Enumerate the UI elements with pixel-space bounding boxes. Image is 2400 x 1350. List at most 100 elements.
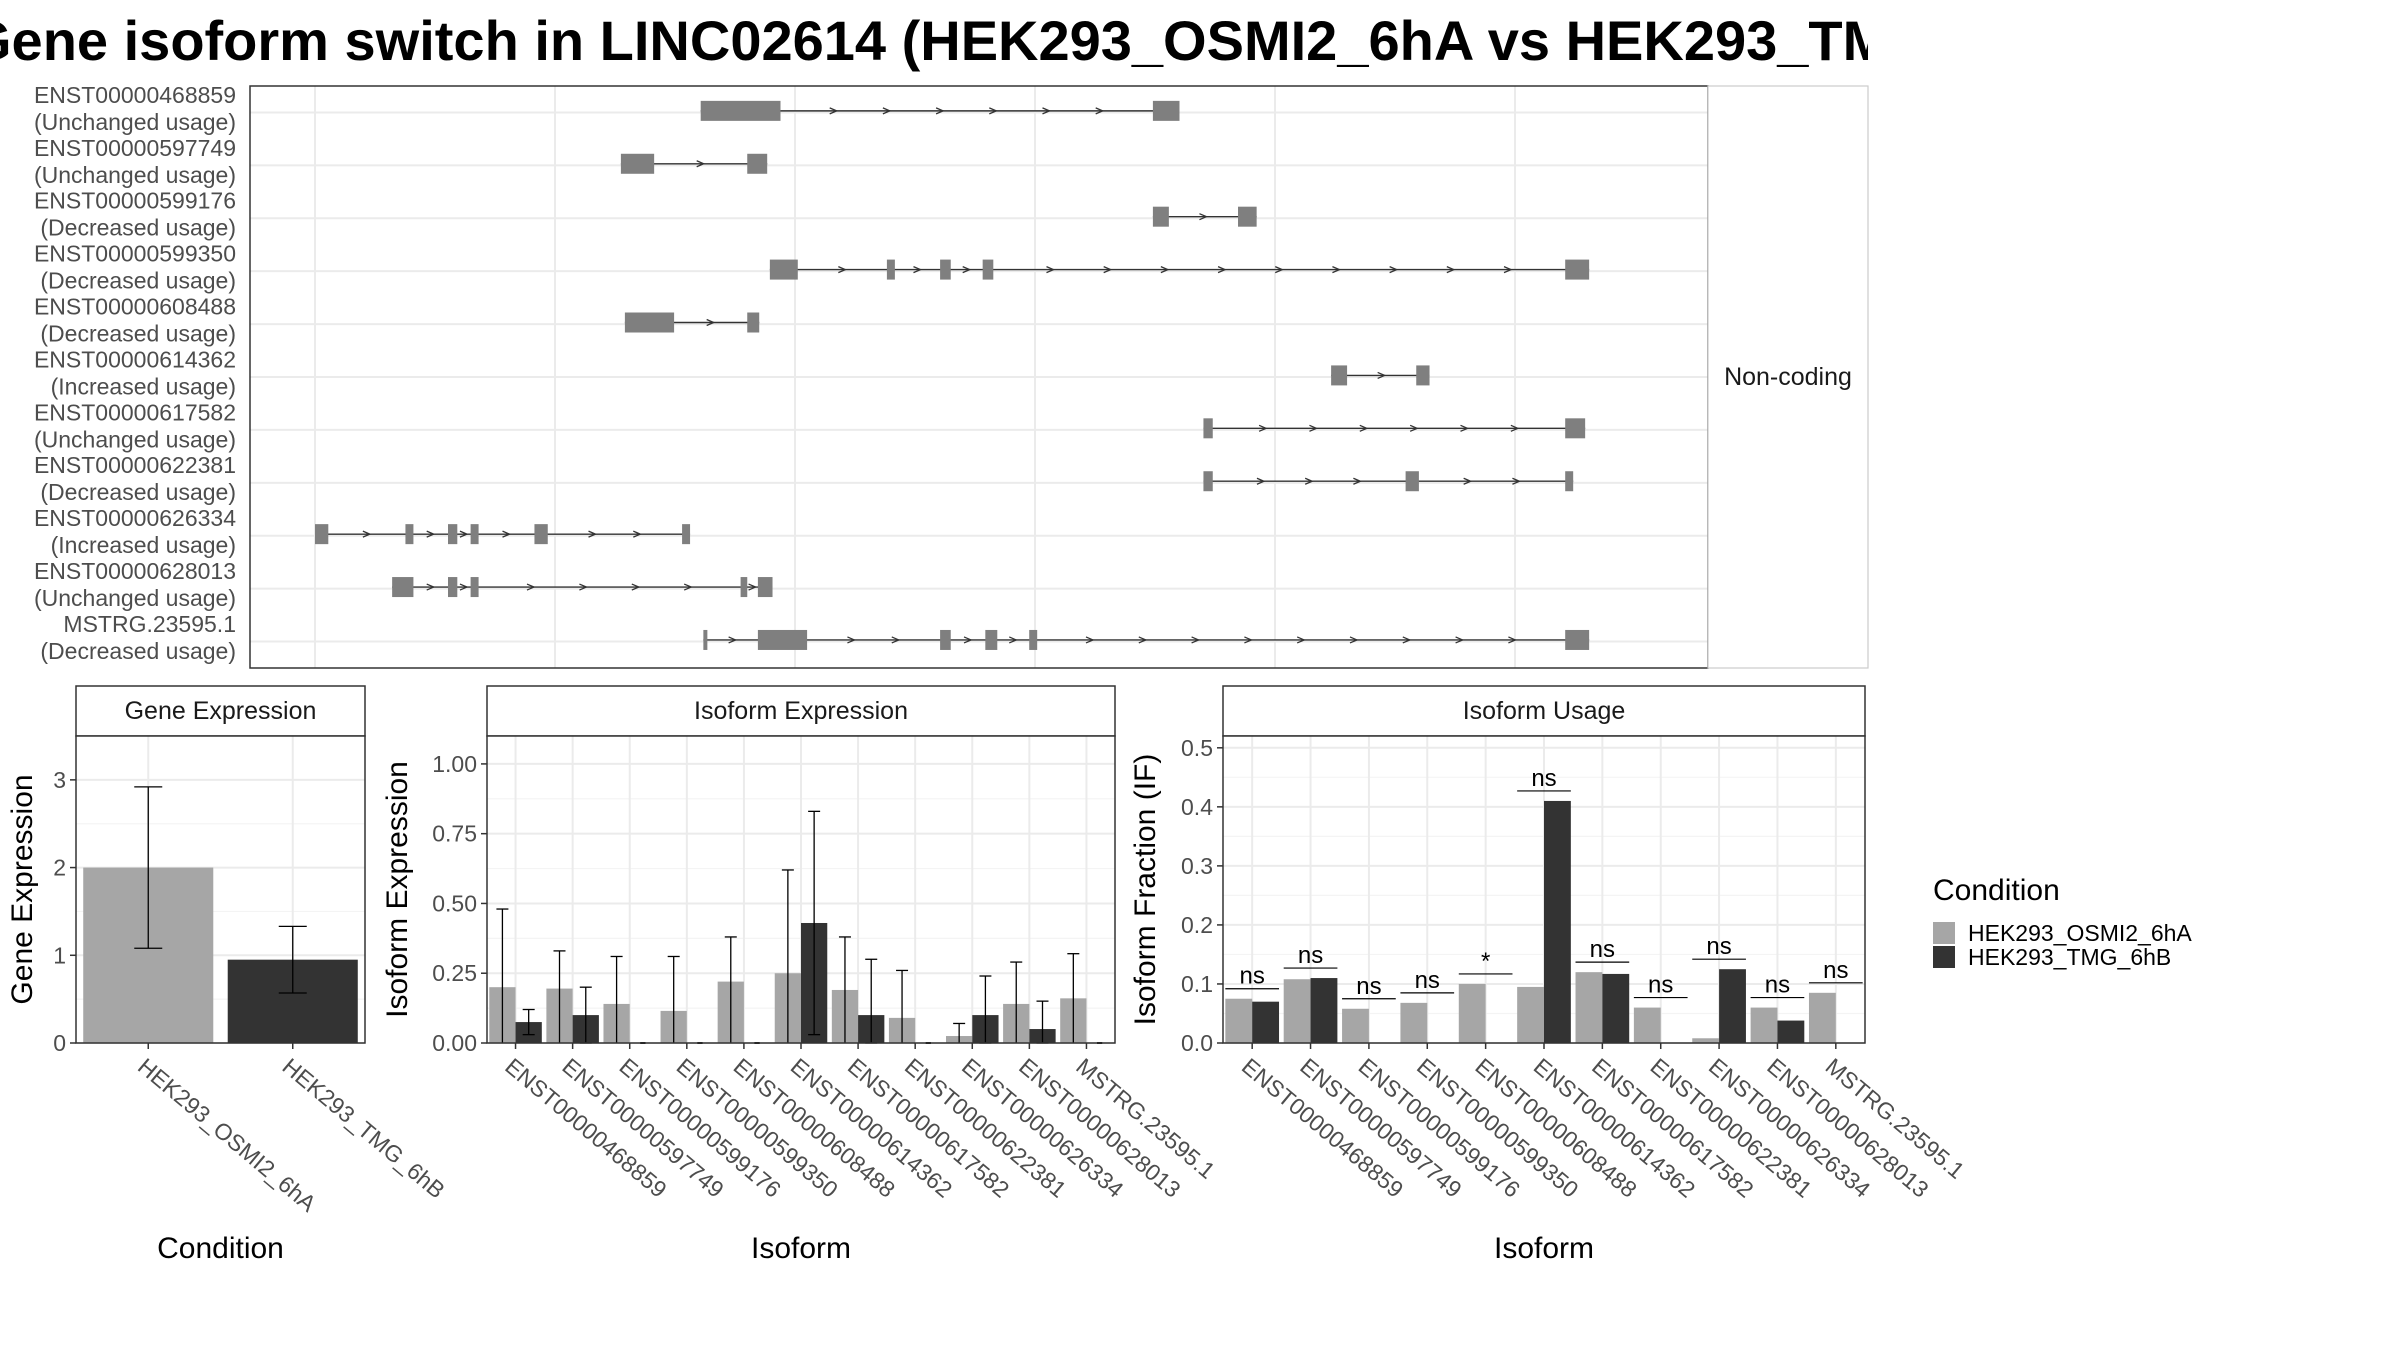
intron-direction-arrow bbox=[706, 318, 716, 327]
significance-label: ns bbox=[1823, 957, 1848, 984]
bar bbox=[1777, 1020, 1805, 1043]
exon-block bbox=[682, 524, 691, 545]
exon-block bbox=[982, 259, 994, 280]
legend-title: Condition bbox=[1933, 874, 2060, 907]
structure-strip-label: Non-coding bbox=[1724, 363, 1852, 391]
intron-direction-arrow bbox=[1296, 636, 1306, 644]
isoform-structure-panel: ENST00000468859(Unchanged usage)ENST0000… bbox=[34, 82, 1869, 669]
isoform-usage-label: (Decreased usage) bbox=[40, 638, 236, 664]
y-tick-label: 0.3 bbox=[1181, 853, 1213, 879]
exon-block bbox=[405, 524, 414, 545]
intron-direction-arrow bbox=[1510, 424, 1520, 432]
intron-direction-arrow bbox=[1332, 265, 1342, 274]
exon-block bbox=[757, 577, 773, 598]
legend-label: HEK293_TMG_6hB bbox=[1968, 944, 2171, 970]
intron-direction-arrow bbox=[829, 107, 839, 115]
y-tick-label: 0.75 bbox=[432, 821, 477, 847]
isoform-usage-label: (Unchanged usage) bbox=[34, 426, 236, 452]
intron-direction-arrow bbox=[1389, 265, 1399, 274]
panel-title: Isoform Expression bbox=[694, 697, 908, 725]
panel-strip bbox=[75, 685, 366, 737]
legend-key bbox=[1933, 922, 1955, 944]
y-axis-title: Gene Expression bbox=[6, 774, 39, 1004]
intron-direction-arrow bbox=[1377, 371, 1387, 380]
isoform-id-label: ENST00000468859 bbox=[34, 82, 236, 108]
isoform-id-label: ENST00000617582 bbox=[34, 399, 236, 425]
intron-direction-arrow bbox=[362, 530, 372, 538]
y-tick-label: 0.5 bbox=[1181, 735, 1213, 761]
bar bbox=[1692, 1038, 1720, 1043]
exon-block bbox=[1416, 365, 1430, 386]
intron-direction-arrow bbox=[459, 583, 469, 591]
intron-direction-arrow bbox=[502, 530, 512, 538]
exon-block bbox=[1565, 629, 1590, 650]
panel-title: Gene Expression bbox=[125, 697, 317, 725]
exon-block bbox=[470, 524, 479, 545]
intron-direction-arrow bbox=[1160, 265, 1170, 274]
intron-direction-arrow bbox=[1455, 636, 1465, 644]
intron-direction-arrow bbox=[526, 583, 536, 591]
significance-label: ns bbox=[1298, 942, 1323, 969]
intron-direction-arrow bbox=[1508, 636, 1518, 644]
intron-direction-arrow bbox=[588, 530, 598, 538]
isoform-usage-label: (Increased usage) bbox=[51, 532, 236, 558]
exon-block bbox=[470, 577, 479, 598]
exon-block bbox=[1405, 471, 1419, 492]
bar bbox=[1400, 1002, 1428, 1043]
intron-direction-arrow bbox=[838, 265, 847, 274]
intron-direction-arrow bbox=[631, 583, 641, 591]
exon-block bbox=[448, 524, 458, 545]
intron-direction-arrow bbox=[1503, 265, 1513, 274]
exon-block bbox=[1565, 418, 1586, 439]
exon-block bbox=[1238, 206, 1257, 227]
y-tick-label: 0.2 bbox=[1181, 912, 1213, 938]
isoform-id-label: ENST00000628013 bbox=[34, 558, 236, 584]
isoform-usage-label: (Decreased usage) bbox=[40, 479, 236, 505]
intron-direction-arrow bbox=[1085, 636, 1095, 644]
intron-direction-arrow bbox=[1199, 213, 1209, 221]
exon-block bbox=[315, 524, 329, 545]
isoform-id-label: ENST00000608488 bbox=[34, 294, 236, 320]
intron-direction-arrow bbox=[579, 583, 589, 591]
exon-block bbox=[747, 153, 768, 174]
bar bbox=[1808, 992, 1836, 1043]
exon-block bbox=[940, 259, 951, 280]
intron-direction-arrow bbox=[1460, 424, 1470, 432]
exon-block bbox=[1331, 365, 1348, 386]
exon-block bbox=[1203, 418, 1213, 439]
panel-plot-border bbox=[75, 735, 366, 1044]
intron-direction-arrow bbox=[989, 107, 998, 115]
bar bbox=[1310, 978, 1338, 1043]
x-axis-title: Isoform bbox=[1494, 1232, 1594, 1265]
y-tick-label: 0.0 bbox=[1181, 1030, 1213, 1056]
exon-block bbox=[1203, 471, 1213, 492]
intron-direction-arrow bbox=[1304, 477, 1314, 485]
significance-label: ns bbox=[1590, 936, 1615, 963]
intron-direction-arrow bbox=[748, 583, 758, 591]
exon-block bbox=[1029, 629, 1038, 650]
exon-block bbox=[886, 259, 895, 280]
intron-direction-arrow bbox=[1008, 636, 1018, 644]
y-tick-label: 1.00 bbox=[432, 751, 477, 777]
exon-block bbox=[1152, 100, 1180, 121]
intron-direction-arrow bbox=[1095, 107, 1105, 115]
intron-direction-arrow bbox=[1244, 636, 1254, 644]
exon-block bbox=[940, 629, 951, 650]
significance-label: ns bbox=[1706, 933, 1731, 960]
intron-direction-arrow bbox=[1046, 265, 1056, 274]
y-tick-label: 0.00 bbox=[432, 1030, 477, 1056]
y-tick-label: 0.4 bbox=[1181, 794, 1213, 820]
exon-block bbox=[620, 153, 655, 174]
significance-label: ns bbox=[1765, 972, 1790, 999]
exon-block bbox=[747, 312, 760, 333]
intron-direction-arrow bbox=[962, 265, 972, 274]
intron-direction-arrow bbox=[1359, 424, 1369, 432]
intron-direction-arrow bbox=[683, 583, 693, 591]
exon-block bbox=[700, 100, 781, 121]
isoform-expression-panel: Isoform Expression0.000.250.500.751.00EN… bbox=[381, 685, 1220, 1265]
bar bbox=[1283, 979, 1311, 1043]
exon-block bbox=[448, 577, 458, 598]
exon-block bbox=[740, 577, 748, 598]
